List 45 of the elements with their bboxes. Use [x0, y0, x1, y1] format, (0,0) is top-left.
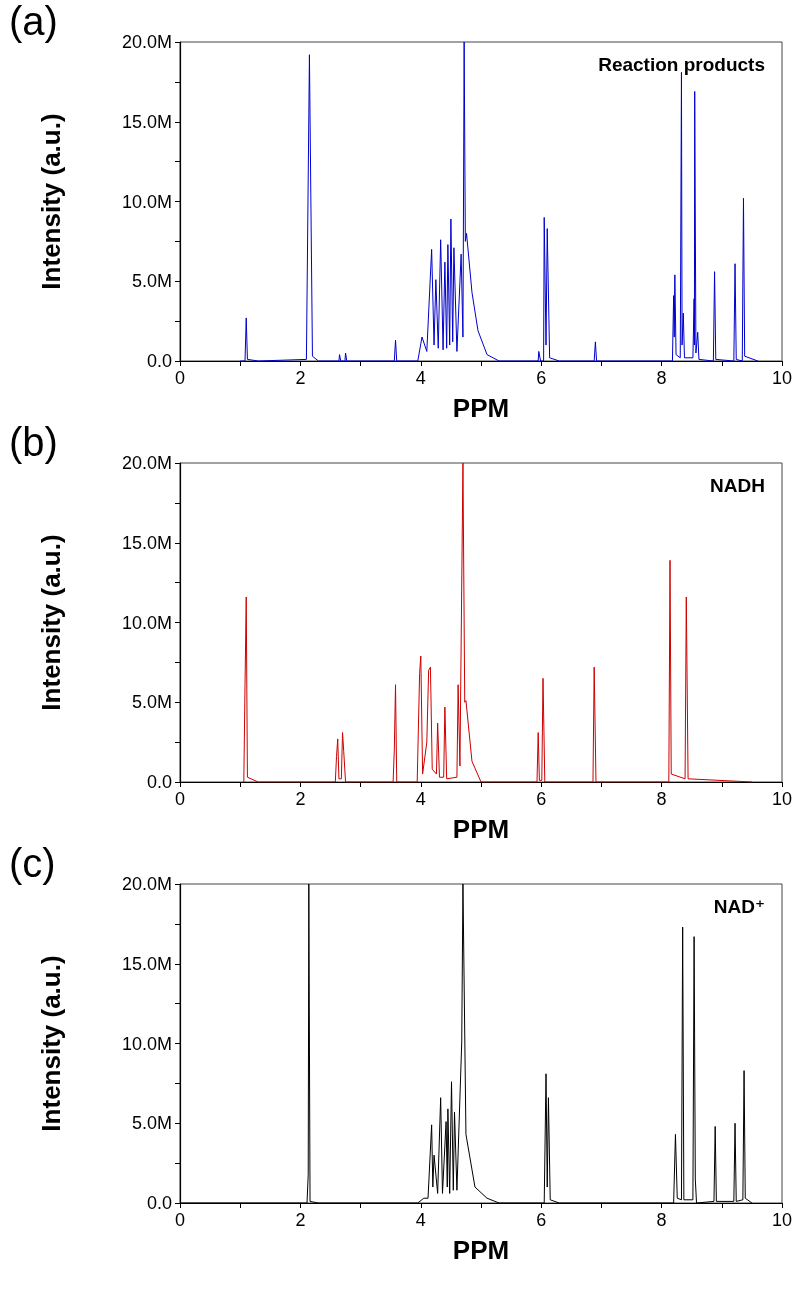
x-tick-label: 6 [536, 789, 547, 809]
x-tick-label: 6 [536, 1210, 547, 1230]
chart-title: (a) [9, 0, 58, 43]
x-tick-label: 4 [415, 368, 426, 388]
y-tick-label: 10.0M [121, 612, 172, 633]
x-tick-label: 0 [174, 1210, 186, 1230]
y-tick-label: 0.0 [146, 772, 172, 792]
x-axis-title: PPM [452, 814, 510, 844]
y-tick-label: 15.0M [121, 532, 172, 553]
y-tick-label: 10.0M [121, 1033, 172, 1054]
y-tick-label: 5.0M [131, 271, 172, 292]
y-tick-label: 0.0 [146, 351, 172, 371]
y-tick-label: 15.0M [121, 953, 172, 974]
y-tick-label: 20.0M [121, 32, 172, 52]
x-tick-label: 8 [656, 368, 667, 388]
x-tick-label: 2 [295, 1210, 306, 1230]
y-axis-title: Intensity (a.u.) [36, 534, 66, 711]
y-axis-title: Intensity (a.u.) [36, 955, 66, 1132]
x-tick-label: 4 [415, 1210, 426, 1230]
y-tick-label: 20.0M [121, 453, 172, 473]
x-tick-label: 8 [656, 789, 667, 809]
y-tick-label: 15.0M [121, 111, 172, 132]
x-tick-label: 10 [771, 789, 793, 809]
y-tick-label: 10.0M [121, 191, 172, 212]
y-tick-label: 20.0M [121, 874, 172, 894]
x-tick-label: 10 [771, 368, 793, 388]
annotation: NAD⁺ [713, 896, 766, 917]
annotation: NADH [710, 475, 766, 496]
x-axis-title: PPM [452, 1235, 510, 1265]
x-tick-label: 8 [656, 1210, 667, 1230]
chart-title: (c) [9, 841, 56, 885]
chart-title: (b) [9, 420, 58, 464]
annotation: Reaction products [598, 54, 766, 75]
x-axis-title: PPM [452, 393, 510, 423]
x-tick-label: 6 [536, 368, 547, 388]
y-axis-title: Intensity (a.u.) [36, 113, 66, 290]
x-tick-label: 2 [295, 368, 306, 388]
x-tick-label: 4 [415, 789, 426, 809]
x-tick-label: 10 [771, 1210, 793, 1230]
y-tick-label: 5.0M [131, 1113, 172, 1134]
x-tick-label: 0 [174, 789, 186, 809]
y-tick-label: 0.0 [146, 1193, 172, 1213]
x-tick-label: 0 [174, 368, 186, 388]
x-tick-label: 2 [295, 789, 306, 809]
y-tick-label: 5.0M [131, 692, 172, 713]
